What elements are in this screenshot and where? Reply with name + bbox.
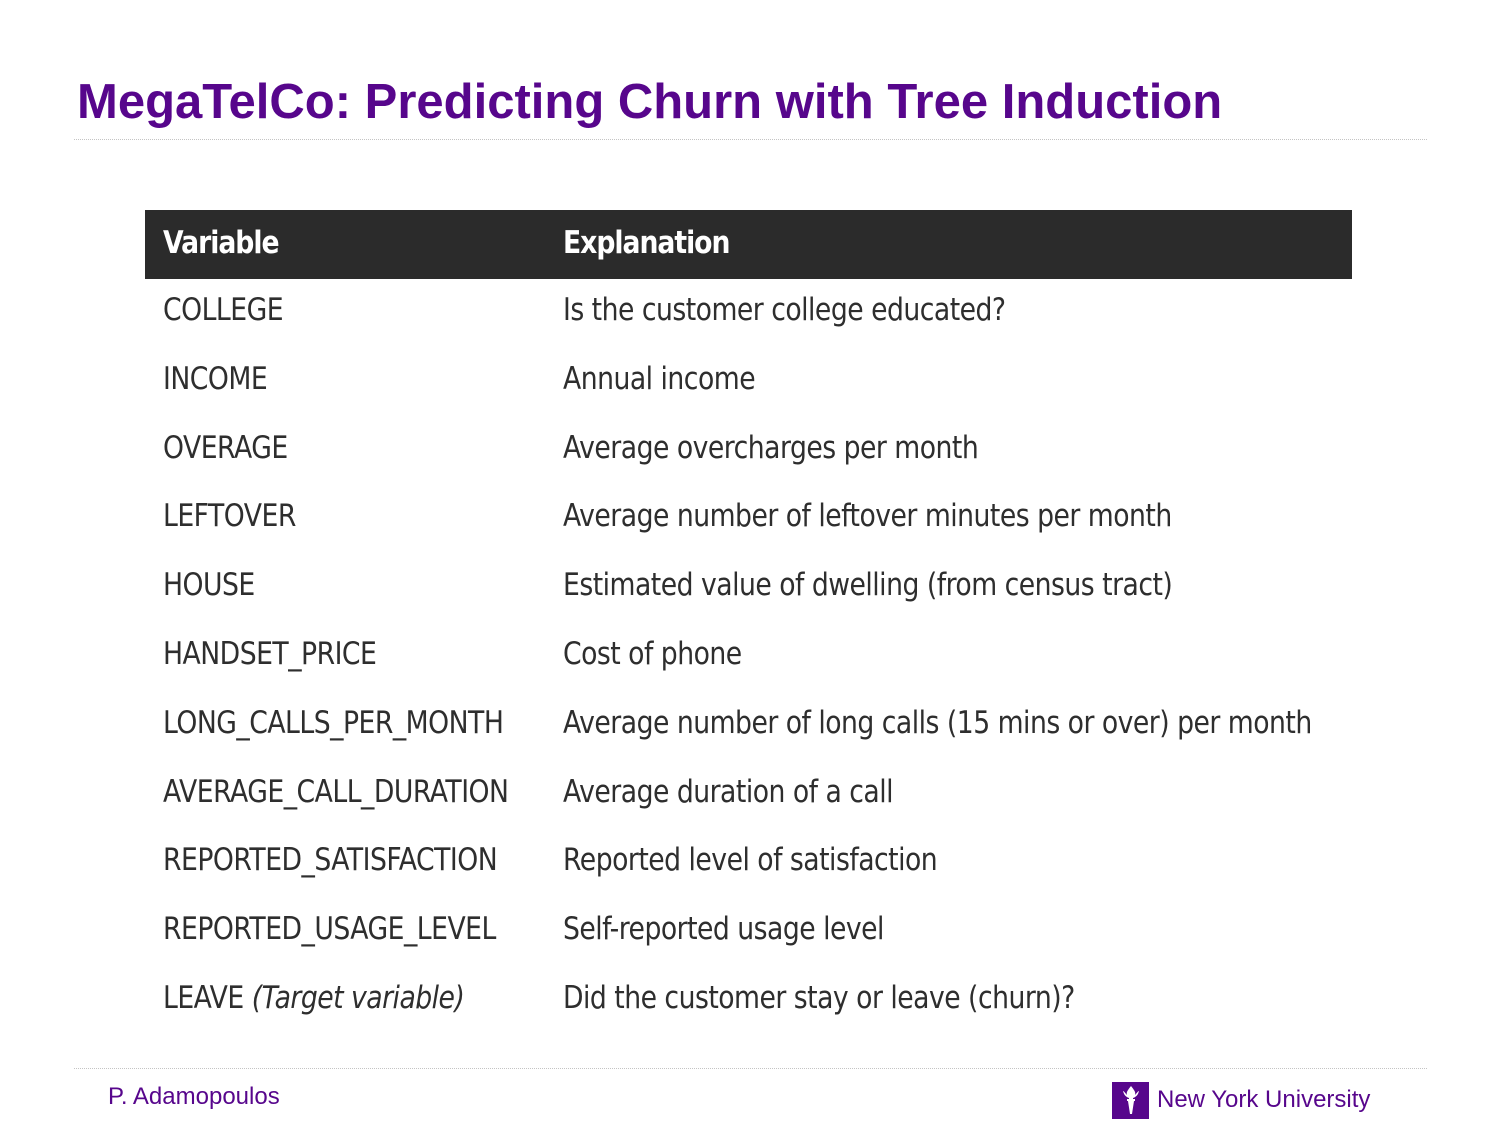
variable-name: REPORTED_SATISFACTION [163,842,498,879]
variable-name: LEFTOVER [163,498,296,535]
variable-name: HANDSET_PRICE [163,635,377,672]
header-variable: Variable [163,225,280,261]
table-row: HOUSE Estimated value of dwelling (from c… [145,554,1352,623]
variable-name: LEAVE [163,979,244,1016]
explanation-cell: Average number of leftover minutes per m… [563,498,1172,535]
table-header: Variable Explanation [145,210,1352,279]
university-name: New York University [1157,1086,1371,1113]
variable-cell: LEAVE (Target variable) [163,967,465,1029]
explanation-cell: Average number of long calls (15 mins or… [563,704,1312,741]
slide-title: MegaTelCo: Predicting Churn with Tree In… [77,75,1223,129]
variable-cell: HANDSET_PRICE [163,623,377,685]
variable-cell: REPORTED_USAGE_LEVEL [163,898,496,960]
header-explanation: Explanation [563,225,730,261]
variable-cell: LEFTOVER [163,485,296,547]
explanation-cell: Is the customer college educated? [563,292,1006,328]
explanation-cell: Self-reported usage level [563,911,884,948]
table-row: AVERAGE_CALL_DURATION Average duration of… [145,761,1352,830]
variable-cell: REPORTED_SATISFACTION [163,829,498,891]
explanation-cell: Estimated value of dwelling (from census… [563,567,1173,604]
explanation-cell: Average overcharges per month [563,429,979,466]
explanation-cell: Annual income [563,360,756,397]
variable-cell: COLLEGE [163,279,284,341]
table-row: LEFTOVER Average number of leftover minut… [145,485,1352,554]
variable-name: OVERAGE [163,429,288,466]
variable-name: HOUSE [163,567,255,604]
table-row: OVERAGE Average overcharges per month [145,417,1352,486]
variable-cell: HOUSE [163,554,255,616]
table-body: COLLEGE Is the customer college educated?… [145,279,1352,1036]
target-variable-note: (Target variable) [251,979,465,1016]
table-row: HANDSET_PRICE Cost of phone [145,623,1352,692]
table-row: REPORTED_USAGE_LEVEL Self-reported usage … [145,898,1352,967]
table-row: LONG_CALLS_PER_MONTH Average number of lo… [145,692,1352,761]
variable-name: AVERAGE_CALL_DURATION [163,773,509,810]
variables-table: Variable Explanation COLLEGE Is the custo… [145,210,1352,1036]
table-row: COLLEGE Is the customer college educated? [145,279,1352,348]
footer-divider [74,1068,1427,1069]
explanation-cell: Cost of phone [563,635,742,672]
variable-cell: INCOME [163,348,268,410]
university-logo: New York University [1112,1081,1370,1119]
table-row: INCOME Annual income [145,348,1352,417]
variable-cell: LONG_CALLS_PER_MONTH [163,692,504,754]
table-row: REPORTED_SATISFACTION Reported level of s… [145,829,1352,898]
author-name: P. Adamopoulos [108,1083,280,1110]
title-divider [74,139,1427,140]
torch-icon [1112,1081,1149,1119]
variable-name: INCOME [163,360,268,397]
explanation-cell: Reported level of satisfaction [563,842,938,879]
explanation-cell: Did the customer stay or leave (churn)? [563,979,1075,1016]
variable-name: COLLEGE [163,292,284,328]
variable-cell: OVERAGE [163,417,288,479]
explanation-cell: Average duration of a call [563,773,894,810]
table-row: LEAVE (Target variable) Did the customer … [145,967,1352,1036]
variable-cell: AVERAGE_CALL_DURATION [163,761,509,823]
variable-name: REPORTED_USAGE_LEVEL [163,911,496,948]
variable-name: LONG_CALLS_PER_MONTH [163,704,504,741]
